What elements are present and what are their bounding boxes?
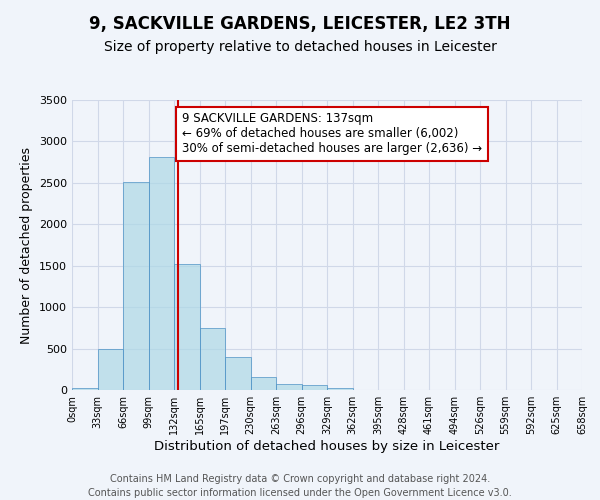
Bar (327, 388, 353, 390)
Text: 9, SACKVILLE GARDENS, LEICESTER, LE2 3TH: 9, SACKVILLE GARDENS, LEICESTER, LE2 3TH (89, 15, 511, 33)
Bar (199, 328, 225, 390)
Bar (97, 350, 123, 390)
Bar (123, 182, 149, 390)
Bar (302, 386, 327, 390)
Bar (174, 264, 199, 390)
Bar (251, 377, 276, 390)
Text: 9 SACKVILLE GARDENS: 137sqm
← 69% of detached houses are smaller (6,002)
30% of : 9 SACKVILLE GARDENS: 137sqm ← 69% of det… (182, 112, 482, 156)
Bar (72, 388, 97, 390)
Text: Size of property relative to detached houses in Leicester: Size of property relative to detached ho… (104, 40, 496, 54)
Bar (276, 384, 302, 390)
X-axis label: Distribution of detached houses by size in Leicester: Distribution of detached houses by size … (154, 440, 500, 453)
Bar (225, 357, 251, 390)
Y-axis label: Number of detached properties: Number of detached properties (20, 146, 34, 344)
Text: Contains HM Land Registry data © Crown copyright and database right 2024.
Contai: Contains HM Land Registry data © Crown c… (88, 474, 512, 498)
Bar (149, 157, 174, 390)
